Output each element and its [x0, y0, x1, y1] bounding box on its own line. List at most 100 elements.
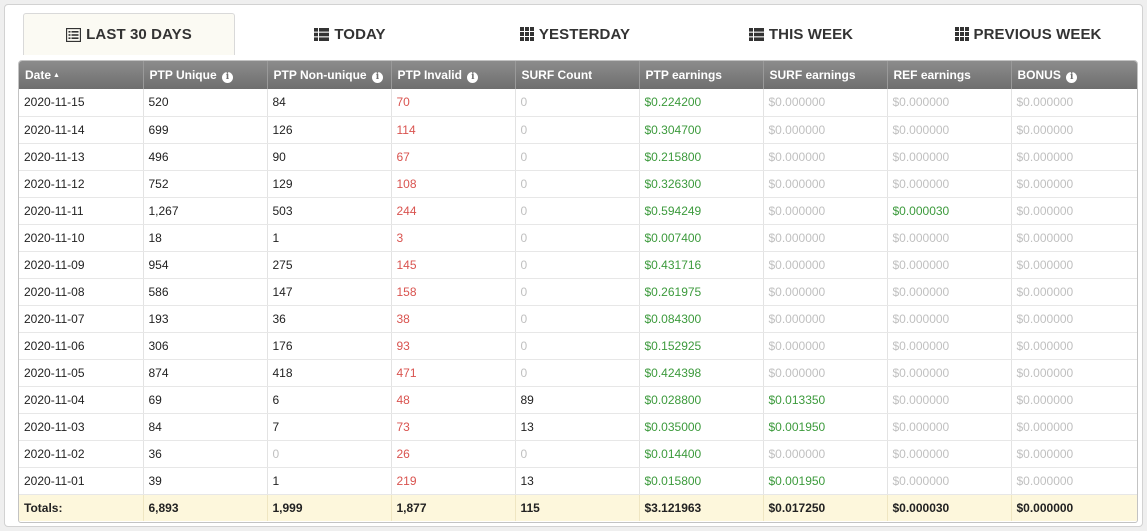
tab-label: PREVIOUS WEEK — [973, 25, 1102, 43]
cell-ref-earnings: $0.000000 — [887, 359, 1012, 387]
cell-ref-earnings: $0.000000 — [887, 467, 1012, 495]
column-header-ptp-non-unique[interactable]: PTP Non-unique i — [267, 61, 392, 89]
column-header-surf-earnings[interactable]: SURF earnings — [763, 61, 888, 89]
period-tabs: LAST 30 DAYS TODAY YESTERDAY THIS WEEK P… — [19, 13, 1139, 55]
cell-surf-earnings: $0.000000 — [763, 197, 888, 225]
info-icon[interactable]: i — [467, 71, 479, 83]
cell-surf-earnings: $0.000000 — [763, 305, 888, 333]
cell-surf-count: 0 — [515, 332, 640, 360]
cell-ptp-non-unique: 275 — [267, 251, 392, 279]
cell-surf-count: 0 — [515, 170, 640, 198]
column-header-ptp-unique[interactable]: PTP Unique i — [143, 61, 268, 89]
cell-bonus: $0.000000 — [1011, 89, 1137, 117]
cell-ptp-unique: 954 — [143, 251, 268, 279]
tab-today[interactable]: TODAY — [295, 13, 405, 55]
cell-ptp-invalid: 48 — [391, 386, 516, 414]
tab-last-30-days[interactable]: LAST 30 DAYS — [23, 13, 235, 55]
cell-ptp-invalid: 145 — [391, 251, 516, 279]
cell-ptp-non-unique: 36 — [267, 305, 392, 333]
total-surf-earnings: $0.017250 — [763, 493, 888, 521]
cell-ptp-invalid: 158 — [391, 278, 516, 306]
cell-ptp-non-unique: 503 — [267, 197, 392, 225]
table-row: 2020-11-02 36 0 26 0 $0.014400 $0.000000 $0.000… — [19, 440, 1137, 468]
info-icon[interactable]: i — [1066, 71, 1078, 83]
cell-surf-earnings: $0.000000 — [763, 224, 888, 252]
cell-bonus: $0.000000 — [1011, 305, 1137, 333]
cell-ref-earnings: $0.000000 — [887, 413, 1012, 441]
cell-surf-earnings: $0.000000 — [763, 359, 888, 387]
table-row: 2020-11-08 586 147 158 0 $0.261975 $0.000000 $0… — [19, 278, 1137, 306]
cell-ptp-non-unique: 1 — [267, 467, 392, 495]
cell-ptp-non-unique: 418 — [267, 359, 392, 387]
table-row: 2020-11-06 306 176 93 0 $0.152925 $0.000000 $0.… — [19, 332, 1137, 360]
table-row: 2020-11-04 69 6 48 89 $0.028800 $0.013350 $0.00… — [19, 386, 1137, 414]
cell-ptp-unique: 69 — [143, 386, 268, 414]
info-icon[interactable]: i — [221, 71, 233, 83]
tab-yesterday[interactable]: YESTERDAY — [509, 13, 641, 55]
cell-surf-earnings: $0.000000 — [763, 440, 888, 468]
tab-label: LAST 30 DAYS — [86, 26, 192, 43]
cell-date: 2020-11-10 — [19, 224, 144, 252]
column-header-ref-earnings[interactable]: REF earnings — [887, 61, 1012, 89]
cell-ptp-non-unique: 129 — [267, 170, 392, 198]
cell-ptp-invalid: 3 — [391, 224, 516, 252]
table-row: 2020-11-07 193 36 38 0 $0.084300 $0.000000 $0.0… — [19, 305, 1137, 333]
tab-previous-week[interactable]: PREVIOUS WEEK — [939, 13, 1117, 55]
column-header-surf-count[interactable]: SURF Count — [515, 61, 640, 89]
cell-date: 2020-11-07 — [19, 305, 144, 333]
cell-ptp-earnings: $0.424398 — [639, 359, 764, 387]
cell-ptp-non-unique: 84 — [267, 89, 392, 117]
cell-ptp-unique: 36 — [143, 440, 268, 468]
cell-surf-earnings: $0.000000 — [763, 332, 888, 360]
cell-ref-earnings: $0.000030 — [887, 197, 1012, 225]
cell-surf-count: 0 — [515, 251, 640, 279]
cell-bonus: $0.000000 — [1011, 116, 1137, 144]
stats-panel: LAST 30 DAYS TODAY YESTERDAY THIS WEEK P… — [4, 4, 1143, 527]
column-header-ptp-earnings[interactable]: PTP earnings — [639, 61, 764, 89]
table-icon — [314, 27, 330, 41]
table-row: 2020-11-05 874 418 471 0 $0.424398 $0.000000 $0… — [19, 359, 1137, 387]
tab-this-week[interactable]: THIS WEEK — [737, 13, 865, 55]
cell-ptp-earnings: $0.304700 — [639, 116, 764, 144]
column-header-date[interactable]: Date ▲ — [19, 61, 144, 89]
cell-date: 2020-11-08 — [19, 278, 144, 306]
cell-ptp-earnings: $0.028800 — [639, 386, 764, 414]
grid-icon — [954, 27, 969, 41]
table-row: 2020-11-13 496 90 67 0 $0.215800 $0.000000 $0.0… — [19, 143, 1137, 171]
cell-bonus: $0.000000 — [1011, 359, 1137, 387]
cell-bonus: $0.000000 — [1011, 386, 1137, 414]
total-ptp-unique: 6,893 — [143, 493, 268, 521]
cell-ptp-unique: 752 — [143, 170, 268, 198]
cell-surf-count: 13 — [515, 467, 640, 495]
cell-surf-count: 0 — [515, 278, 640, 306]
column-header-bonus[interactable]: BONUS i — [1011, 61, 1137, 89]
cell-ptp-invalid: 38 — [391, 305, 516, 333]
column-header-ptp-invalid[interactable]: PTP Invalid i — [391, 61, 516, 89]
cell-date: 2020-11-11 — [19, 197, 144, 225]
list-icon — [66, 27, 82, 42]
cell-ref-earnings: $0.000000 — [887, 278, 1012, 306]
info-icon[interactable]: i — [371, 71, 383, 83]
cell-ptp-unique: 586 — [143, 278, 268, 306]
cell-ptp-earnings: $0.015800 — [639, 467, 764, 495]
cell-ptp-non-unique: 90 — [267, 143, 392, 171]
total-ref-earnings: $0.000030 — [887, 493, 1012, 521]
cell-ref-earnings: $0.000000 — [887, 386, 1012, 414]
cell-ref-earnings: $0.000000 — [887, 440, 1012, 468]
cell-surf-count: 0 — [515, 224, 640, 252]
cell-bonus: $0.000000 — [1011, 170, 1137, 198]
cell-date: 2020-11-09 — [19, 251, 144, 279]
cell-ptp-unique: 1,267 — [143, 197, 268, 225]
cell-ptp-non-unique: 147 — [267, 278, 392, 306]
cell-surf-count: 0 — [515, 440, 640, 468]
cell-surf-earnings: $0.000000 — [763, 170, 888, 198]
cell-ptp-earnings: $0.014400 — [639, 440, 764, 468]
cell-surf-count: 13 — [515, 413, 640, 441]
cell-ptp-earnings: $0.261975 — [639, 278, 764, 306]
table-row: 2020-11-03 84 7 73 13 $0.035000 $0.001950 $0.00… — [19, 413, 1137, 441]
table-row: 2020-11-15 520 84 70 0 $0.224200 $0.000000 $0.0… — [19, 89, 1137, 117]
cell-ptp-non-unique: 6 — [267, 386, 392, 414]
cell-ptp-earnings: $0.084300 — [639, 305, 764, 333]
cell-ptp-invalid: 114 — [391, 116, 516, 144]
cell-surf-count: 0 — [515, 143, 640, 171]
